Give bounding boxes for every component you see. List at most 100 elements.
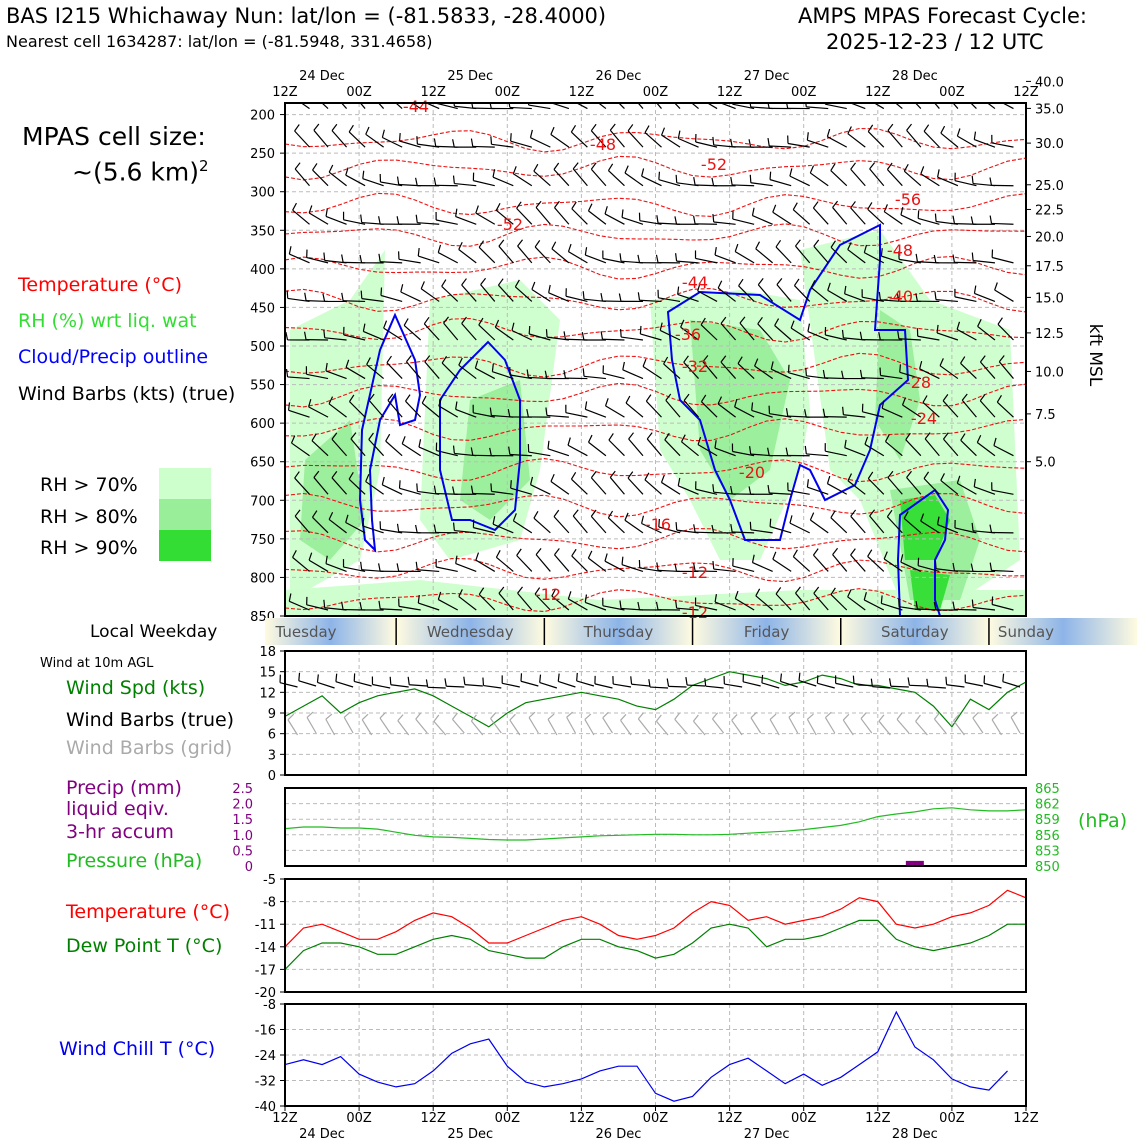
upper-barb-flag xyxy=(377,563,381,572)
upper-barb-flag xyxy=(535,200,542,208)
upper-barb xyxy=(492,371,514,380)
upper-barb xyxy=(345,174,366,187)
upper-barb-flag xyxy=(675,174,678,183)
upper-barb xyxy=(547,448,570,457)
upper-barb-flag xyxy=(970,216,974,225)
right-tick-label: 17.5 xyxy=(1035,260,1064,275)
upper-barb xyxy=(417,569,440,573)
upper-barb-flag xyxy=(475,205,479,214)
upper-barb xyxy=(936,332,959,341)
upper-barb-flag xyxy=(470,138,474,147)
upper-barb xyxy=(862,411,884,418)
upper-barb-flag xyxy=(845,93,846,101)
upper-barb-flag xyxy=(495,550,501,558)
panel-tick-label: 9 xyxy=(268,707,276,722)
upper-barb xyxy=(510,487,532,495)
panel-tick-label: -5 xyxy=(263,873,276,888)
upper-barb-flag xyxy=(925,85,930,91)
upper-barb xyxy=(517,245,533,264)
surface-barb-grid xyxy=(692,720,706,736)
upper-barb-flag xyxy=(940,473,945,481)
surface-barb-true xyxy=(798,680,817,687)
upper-barb-flag xyxy=(714,247,717,256)
upper-barb-flag xyxy=(897,330,900,339)
upper-barb xyxy=(683,361,699,379)
upper-barb xyxy=(658,526,681,534)
contour-label: -44 xyxy=(682,273,708,292)
upper-barb-flag xyxy=(312,87,316,94)
surface-barb-grid xyxy=(343,717,354,734)
upper-barb xyxy=(792,556,811,572)
surface-barb-grid xyxy=(806,719,817,736)
temp-label: Temperature (°C) xyxy=(66,901,230,923)
upper-barb xyxy=(883,211,903,225)
upper-barb-flag xyxy=(455,555,458,564)
upper-barb-flag xyxy=(470,485,474,494)
upper-barb-flag xyxy=(286,290,289,299)
panel-tick-label: -16 xyxy=(255,1024,276,1039)
upper-barb xyxy=(898,338,921,341)
upper-barb-flag xyxy=(905,432,911,441)
upper-barb-flag xyxy=(700,394,707,402)
legend-barbs: Wind Barbs (kts) (true) xyxy=(18,383,236,405)
upper-barb-flag xyxy=(749,446,752,455)
kft-msl-label: kft MSL xyxy=(1085,324,1105,387)
upper-barb-flag xyxy=(714,440,717,449)
upper-barb xyxy=(961,399,977,418)
upper-barb xyxy=(458,596,477,611)
upper-barb xyxy=(774,325,792,341)
upper-barb-flag xyxy=(899,364,902,373)
upper-barb xyxy=(516,207,533,225)
upper-barb-flag xyxy=(458,357,463,366)
upper-barb-flag xyxy=(348,124,354,133)
upper-barb xyxy=(830,517,848,534)
upper-barb xyxy=(867,478,885,495)
upper-barb-flag xyxy=(887,470,894,478)
upper-barb xyxy=(702,361,718,379)
surface-barb-grid-flag xyxy=(972,711,979,719)
upper-barb xyxy=(714,254,736,264)
upper-barb-flag xyxy=(341,292,344,301)
upper-barb xyxy=(604,213,625,225)
upper-barb-flag xyxy=(607,163,614,171)
upper-barb xyxy=(952,103,959,109)
upper-barb-flag xyxy=(365,126,370,135)
upper-barb xyxy=(646,438,662,457)
upper-barb-flag xyxy=(973,478,976,487)
upper-barb xyxy=(287,297,310,303)
upper-barb-flag xyxy=(998,355,1005,363)
upper-barb xyxy=(676,607,699,611)
upper-barb xyxy=(680,326,699,341)
upper-barb xyxy=(885,441,903,457)
upper-barb xyxy=(328,518,347,534)
upper-barb xyxy=(571,478,588,495)
upper-barb xyxy=(343,219,366,225)
upper-barb xyxy=(673,103,681,109)
upper-barb-flag xyxy=(529,129,533,138)
upper-barb xyxy=(331,130,348,148)
top-date: 25 Dec xyxy=(447,69,493,84)
weekday-band xyxy=(396,618,545,645)
upper-barb-flag xyxy=(290,435,296,444)
upper-barb xyxy=(535,554,551,572)
bottom-time-tick: 00Z xyxy=(346,1111,372,1126)
right-tick-label: 22.5 xyxy=(1035,203,1064,218)
upper-barb-flag xyxy=(438,398,442,407)
surface-barb-grid-flag xyxy=(361,713,369,721)
upper-barb-flag xyxy=(711,524,715,533)
upper-barb xyxy=(454,452,477,457)
weekday-band xyxy=(988,618,1138,645)
upper-barb xyxy=(418,602,440,611)
upper-barb xyxy=(597,103,607,110)
upper-barb-flag xyxy=(403,318,409,326)
surface-barb-true xyxy=(724,683,743,688)
left-tick-label: 750 xyxy=(250,533,275,548)
upper-barb xyxy=(300,103,310,110)
upper-barb xyxy=(363,330,384,341)
upper-barb xyxy=(757,323,774,341)
surface-barb-grid xyxy=(470,720,484,736)
upper-barb xyxy=(350,438,366,457)
upper-barb xyxy=(867,131,885,148)
upper-barb-flag xyxy=(767,447,770,456)
